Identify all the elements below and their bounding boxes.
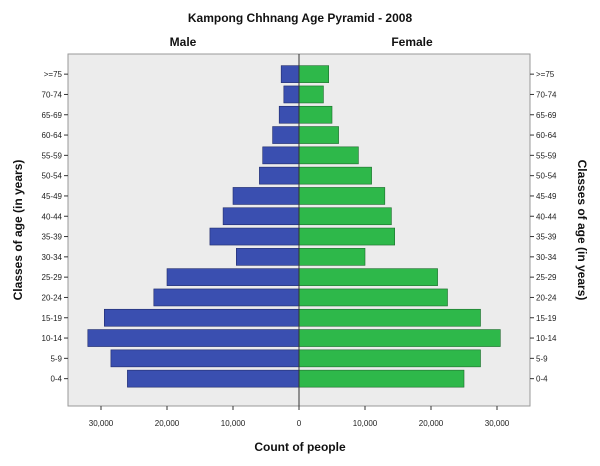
y-tick-label-right: 10-14 bbox=[536, 334, 557, 343]
bar-female-0-4 bbox=[298, 369, 465, 388]
bar-male-55-59 bbox=[262, 146, 300, 165]
bar-female-15-19 bbox=[298, 308, 481, 327]
female-panel-label: Female bbox=[391, 35, 433, 49]
chart-title: Kampong Chhnang Age Pyramid - 2008 bbox=[188, 11, 413, 25]
y-tick-label-right: 15-19 bbox=[536, 314, 557, 323]
y-tick-label-right: 50-54 bbox=[536, 172, 557, 181]
y-tick-label-left: 65-69 bbox=[42, 111, 63, 120]
bar-female-30-34 bbox=[298, 248, 366, 266]
bar-male-45-49 bbox=[232, 187, 300, 205]
y-tick-label-right: 35-39 bbox=[536, 233, 557, 242]
x-tick-label: 0 bbox=[297, 419, 302, 428]
x-tick-label: 10,000 bbox=[353, 419, 378, 428]
y-tick-label-right: 30-34 bbox=[536, 253, 557, 262]
bar-group bbox=[87, 65, 501, 388]
bar-female-65-69 bbox=[298, 105, 333, 124]
bar-male-15-19 bbox=[104, 308, 300, 327]
y-tick-label-left: 35-39 bbox=[42, 233, 63, 242]
bar-male->=75 bbox=[280, 65, 300, 83]
x-tick-label: 20,000 bbox=[419, 419, 444, 428]
y-tick-label-left: 10-14 bbox=[42, 334, 63, 343]
male-panel-label: Male bbox=[170, 35, 197, 49]
bar-male-20-24 bbox=[153, 288, 300, 307]
x-tick-label: 20,000 bbox=[155, 419, 180, 428]
y-tick-label-left: 5-9 bbox=[50, 354, 62, 363]
bar-male-10-14 bbox=[87, 329, 300, 347]
bar-female-40-44 bbox=[298, 207, 392, 226]
bar-male-40-44 bbox=[222, 207, 300, 226]
y-tick-label-right: 25-29 bbox=[536, 273, 557, 282]
x-axis-ticks: 30,000 20,000 10,000 0 10,000 20,000 30,000 bbox=[89, 406, 510, 428]
y-tick-label-right: 45-49 bbox=[536, 192, 557, 201]
x-tick-label: 30,000 bbox=[89, 419, 114, 428]
y-tick-label-left: 40-44 bbox=[42, 212, 63, 221]
x-tick-label: 10,000 bbox=[221, 419, 246, 428]
bar-female-55-59 bbox=[298, 146, 359, 165]
x-axis-label: Count of people bbox=[254, 440, 346, 454]
y-axis-label-right: Classes of age (in years) bbox=[575, 160, 589, 301]
y-tick-label-left: 50-54 bbox=[42, 172, 63, 181]
bar-female-25-29 bbox=[298, 268, 438, 286]
y-axis-label-left: Classes of age (in years) bbox=[11, 160, 25, 301]
y-tick-label-left: 15-19 bbox=[42, 314, 63, 323]
y-tick-label-right: 60-64 bbox=[536, 131, 557, 140]
y-tick-label-left: 70-74 bbox=[42, 90, 63, 99]
bar-male-5-9 bbox=[110, 349, 300, 368]
y-tick-label-right: 55-59 bbox=[536, 151, 557, 160]
y-tick-label-left: 0-4 bbox=[50, 375, 62, 384]
bar-male-0-4 bbox=[127, 369, 300, 388]
y-tick-label-right: 40-44 bbox=[536, 212, 557, 221]
bar-male-70-74 bbox=[283, 85, 300, 104]
y-tick-label-right: 20-24 bbox=[536, 293, 557, 302]
x-tick-label: 30,000 bbox=[485, 419, 510, 428]
y-tick-label-right: >=75 bbox=[536, 70, 555, 79]
bar-female-60-64 bbox=[298, 126, 339, 144]
y-axis-ticks: 0-4 0-4 5-9 5-9 10-14 10-14 15-19 15-19 20-24 20-… bbox=[42, 70, 557, 384]
bar-female-35-39 bbox=[298, 227, 395, 246]
bar-male-50-54 bbox=[259, 166, 300, 185]
bar-female-50-54 bbox=[298, 166, 372, 185]
y-tick-label-right: 5-9 bbox=[536, 354, 548, 363]
y-tick-label-right: 65-69 bbox=[536, 111, 557, 120]
y-tick-label-left: >=75 bbox=[44, 70, 63, 79]
y-tick-label-left: 30-34 bbox=[42, 253, 63, 262]
y-tick-label-left: 25-29 bbox=[42, 273, 63, 282]
y-tick-label-left: 45-49 bbox=[42, 192, 63, 201]
bar-male-25-29 bbox=[166, 268, 300, 286]
y-tick-label-right: 70-74 bbox=[536, 90, 557, 99]
y-tick-label-left: 20-24 bbox=[42, 293, 63, 302]
bar-male-35-39 bbox=[209, 227, 300, 246]
bar-female-70-74 bbox=[298, 85, 324, 104]
bar-male-30-34 bbox=[236, 248, 300, 266]
y-tick-label-left: 60-64 bbox=[42, 131, 63, 140]
bar-male-60-64 bbox=[272, 126, 300, 144]
bar-female->=75 bbox=[298, 65, 330, 83]
y-tick-label-right: 0-4 bbox=[536, 375, 548, 384]
bar-female-10-14 bbox=[298, 329, 501, 347]
bar-male-65-69 bbox=[278, 105, 300, 124]
bar-female-20-24 bbox=[298, 288, 448, 307]
y-tick-label-left: 55-59 bbox=[42, 151, 63, 160]
bar-female-45-49 bbox=[298, 187, 386, 205]
bar-female-5-9 bbox=[298, 349, 481, 368]
